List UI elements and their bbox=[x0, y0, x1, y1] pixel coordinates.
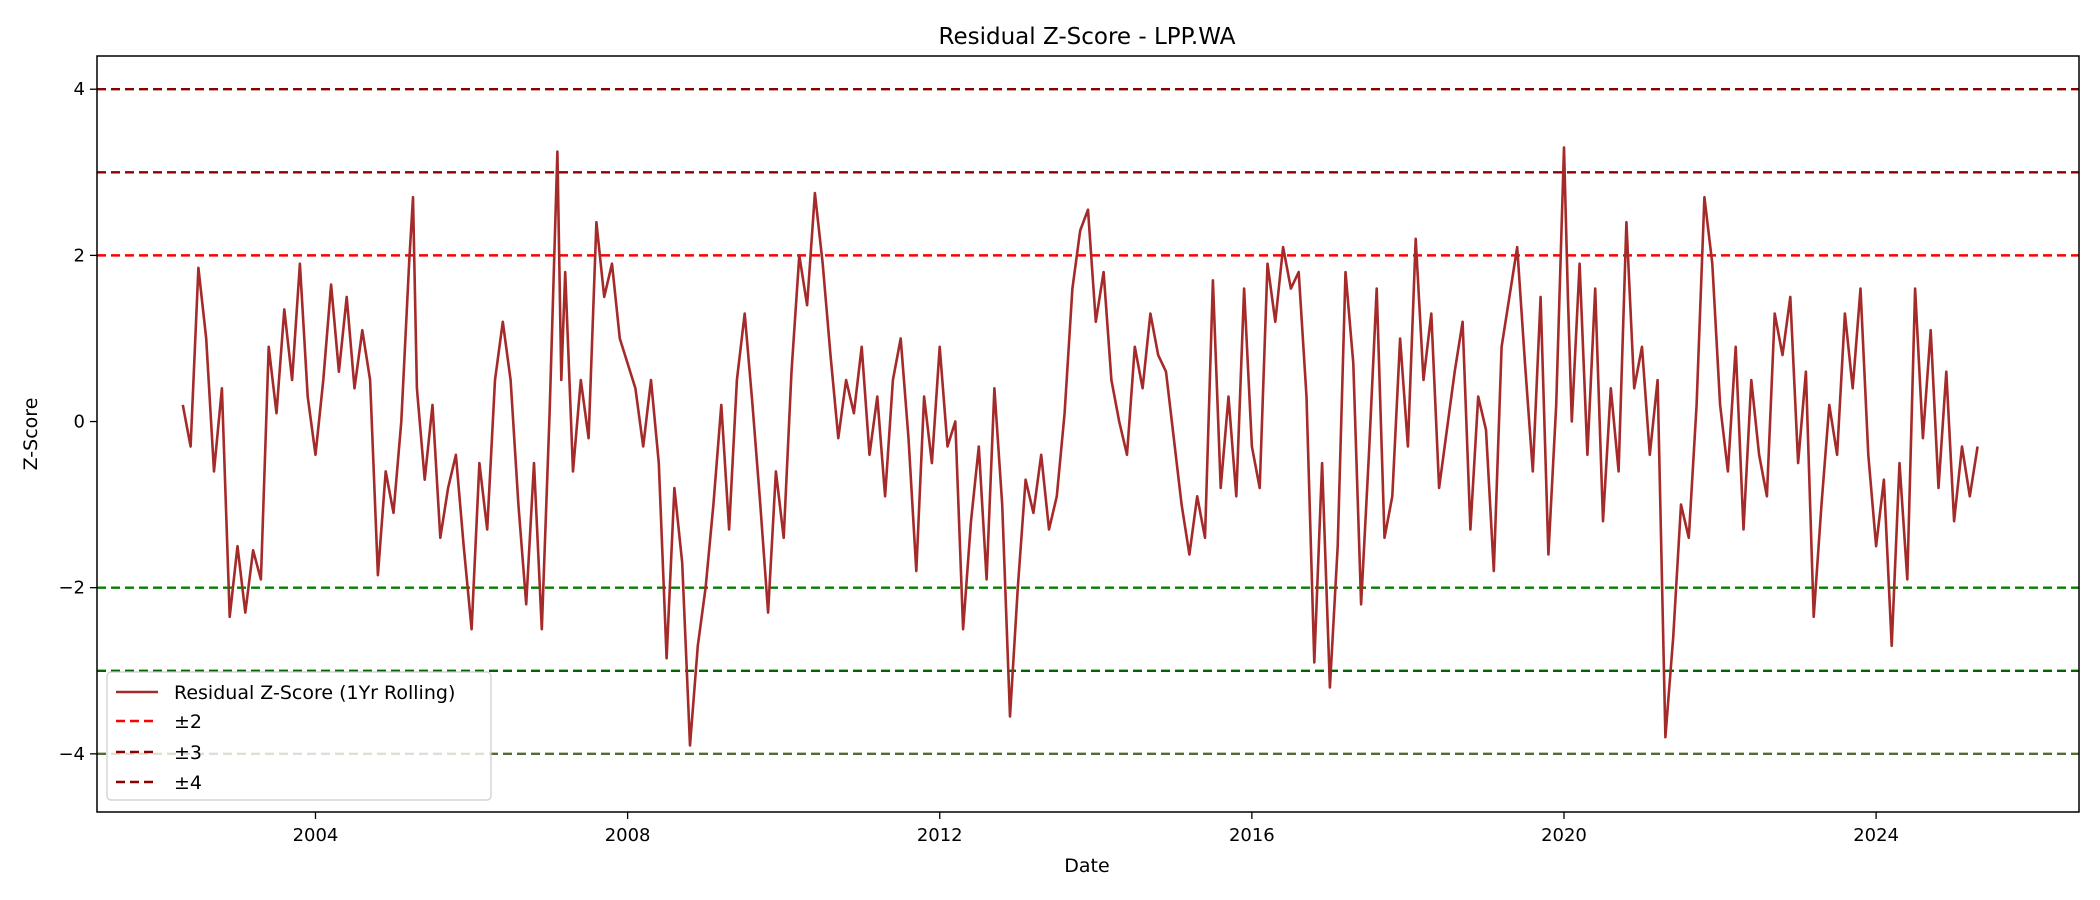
x-tick-label: 2020 bbox=[1541, 825, 1587, 846]
series-line-0 bbox=[181, 146, 1979, 747]
y-axis-label: Z-Score bbox=[20, 398, 42, 471]
legend-box bbox=[106, 671, 492, 801]
chart-title: Residual Z-Score - LPP.WA bbox=[939, 24, 1236, 50]
legend-label-4: ±4 bbox=[174, 772, 202, 794]
plot-frame bbox=[96, 55, 2080, 813]
legend: Residual Z-Score (1Yr Rolling) ±2 ±3 ±4 bbox=[106, 671, 492, 801]
y-tick-label: 4 bbox=[74, 79, 85, 100]
legend-label-2: ±2 bbox=[174, 711, 202, 733]
y-axis: −4 −2 0 2 4 bbox=[58, 79, 97, 765]
x-tick-label: 2004 bbox=[293, 825, 339, 846]
legend-label-series: Residual Z-Score (1Yr Rolling) bbox=[174, 682, 455, 704]
series-group bbox=[181, 146, 1979, 747]
y-tick-label: −4 bbox=[58, 744, 85, 765]
x-axis: 2004 2008 2012 2016 2020 2024 bbox=[293, 812, 1899, 846]
y-tick-label: 2 bbox=[74, 245, 85, 266]
legend-label-3: ±3 bbox=[174, 742, 202, 764]
x-tick-label: 2012 bbox=[917, 825, 963, 846]
x-tick-label: 2008 bbox=[605, 825, 651, 846]
y-tick-label: 0 bbox=[74, 412, 85, 433]
x-tick-label: 2024 bbox=[1853, 825, 1899, 846]
x-axis-label: Date bbox=[1064, 855, 1109, 877]
y-tick-label: −2 bbox=[58, 578, 85, 599]
x-tick-label: 2016 bbox=[1229, 825, 1275, 846]
